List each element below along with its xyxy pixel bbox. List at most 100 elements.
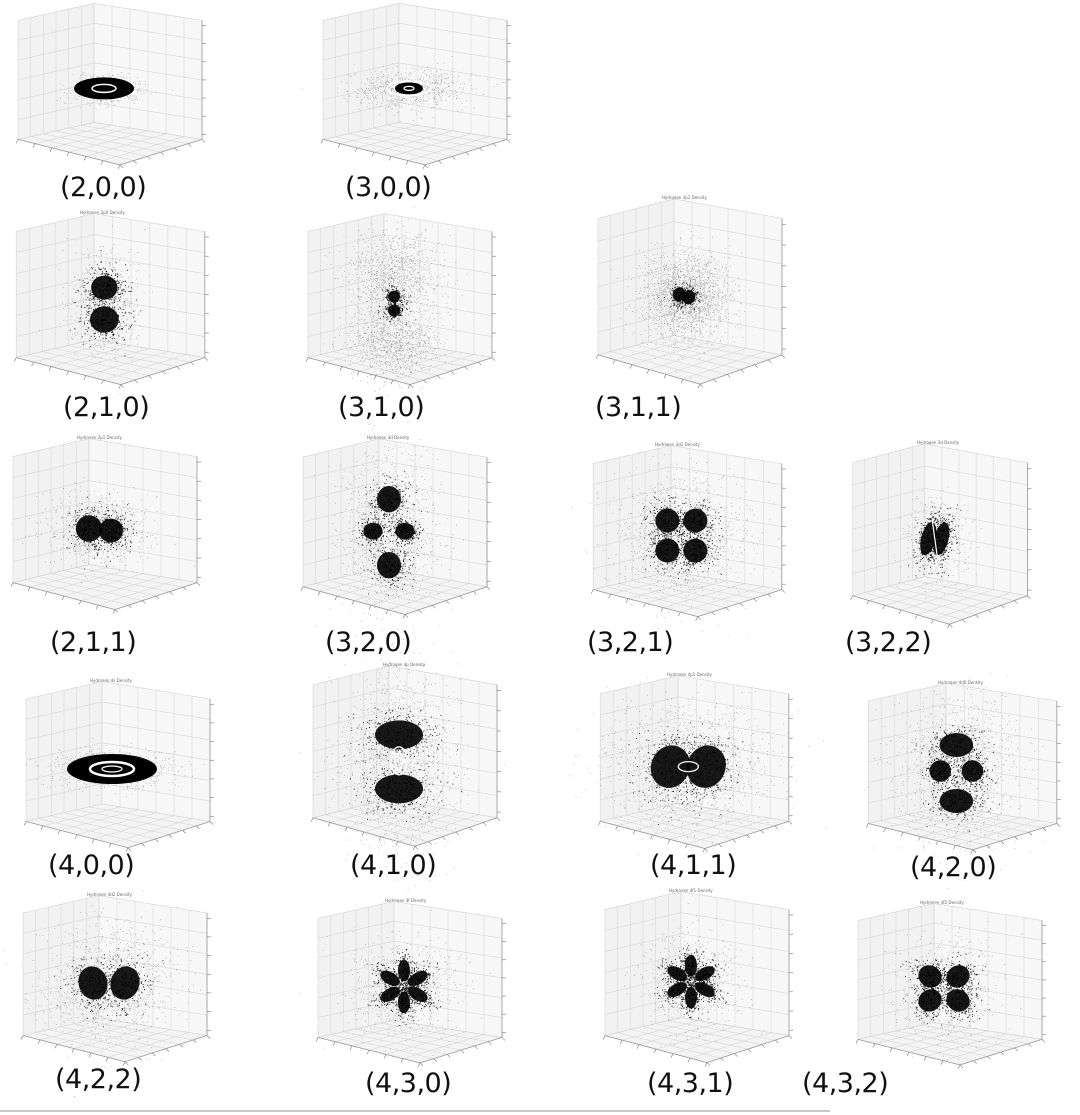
density-core xyxy=(683,538,708,563)
axes-box xyxy=(13,213,209,389)
plot-3d-box xyxy=(10,438,201,614)
density-lobe xyxy=(903,976,953,1026)
plot-title: Hydrogen 4d0 Density xyxy=(938,680,983,685)
density-core xyxy=(682,290,696,305)
electron-density-cloud xyxy=(299,578,505,922)
density-core xyxy=(408,986,428,1002)
density-core xyxy=(655,538,680,563)
density-core xyxy=(695,982,715,998)
density-core xyxy=(918,989,942,1012)
axes-box xyxy=(310,665,501,851)
axes-box xyxy=(850,443,1032,629)
density-lobe xyxy=(900,958,960,1001)
plot-3d-box xyxy=(23,681,214,852)
density-haze xyxy=(322,206,468,340)
density-haze xyxy=(640,237,751,360)
density-core xyxy=(683,508,708,533)
electron-density-cloud xyxy=(300,880,491,1064)
electron-density-cloud xyxy=(26,738,205,798)
plot-title: Hydrogen 4p1 Density xyxy=(667,672,712,677)
plot-3d-box xyxy=(855,903,1046,1070)
orbital-panel-4-2-2: Hydrogen 4d2 Density (4,2,2) xyxy=(4,890,215,1097)
bottom-divider xyxy=(0,1110,830,1112)
orbital-panel-4-3-1: Hydrogen 4f1 Density (4,3,1) xyxy=(597,888,797,1099)
density-lobe xyxy=(654,965,701,1007)
axes-box xyxy=(595,198,786,389)
density-lobe xyxy=(681,975,704,1019)
density-lobe xyxy=(666,496,724,555)
electron-density-cloud xyxy=(880,907,1023,1061)
density-core xyxy=(388,290,400,303)
electron-density-cloud xyxy=(611,225,751,379)
density-haze xyxy=(39,214,153,395)
electron-density-cloud xyxy=(313,408,469,689)
plot-3d-box xyxy=(571,440,793,649)
plot-3d-box xyxy=(13,213,209,395)
density-lobe xyxy=(83,493,138,567)
electron-density-cloud xyxy=(302,56,506,122)
density-lobe xyxy=(400,980,441,1013)
density-core xyxy=(398,959,410,982)
axes-box xyxy=(10,438,201,614)
nodal-ring xyxy=(403,85,415,92)
quantum-number-label: (3,0,0) xyxy=(345,172,432,203)
plot-title: Hydrogen 4p Density xyxy=(383,662,426,667)
quantum-number-label: (4,3,1) xyxy=(647,1068,734,1099)
density-core xyxy=(398,991,410,1014)
density-core xyxy=(110,966,140,1000)
axes-box xyxy=(20,895,211,1066)
density-lobe xyxy=(69,290,142,357)
density-lobe xyxy=(378,297,412,325)
nodal-ring xyxy=(91,83,117,94)
plot-3d-box xyxy=(602,891,793,1067)
orbital-panel-2-0-0: (2,0,0) xyxy=(10,0,210,203)
orbital-panel-3-0-0: (3,0,0) xyxy=(302,0,515,203)
density-lobe xyxy=(678,945,704,986)
plot-title: Hydrogen 4d2 Density xyxy=(87,892,132,897)
density-core xyxy=(946,989,970,1012)
quantum-number-label: (3,2,2) xyxy=(845,627,932,658)
density-core xyxy=(667,982,687,998)
density-core xyxy=(929,760,952,782)
density-core xyxy=(939,789,974,813)
plot-3d-box xyxy=(300,408,491,689)
orbital-panel-4-3-0: Hydrogen 4f Density (4,3,0) xyxy=(300,880,510,1099)
quantum-number-label: (2,0,0) xyxy=(60,172,147,203)
orbital-panel-3-2-1: Hydrogen 3d1 Density (3,2,1) xyxy=(571,440,793,658)
plot-title: Hydrogen 2p0 Density xyxy=(80,210,125,215)
orbital-panel-2-1-0: Hydrogen 2p0 Density (2,1,0) xyxy=(8,210,213,423)
nodal-ring xyxy=(101,765,123,773)
plot-title: Hydrogen 4f Density xyxy=(385,898,427,903)
density-core xyxy=(375,720,423,750)
plot-3d-box xyxy=(300,880,506,1068)
density-core xyxy=(395,522,415,540)
axes-box xyxy=(315,901,506,1068)
density-disk xyxy=(67,754,157,784)
plot-title: Hydrogen 3d Density xyxy=(917,440,960,445)
quantum-number-label: (4,3,2) xyxy=(802,1068,889,1099)
density-core xyxy=(78,966,108,1000)
orbital-panel-4-3-2: Hydrogen 4f2 Density (4,3,2) xyxy=(802,900,1050,1099)
electron-density-cloud xyxy=(624,903,765,1046)
axes-box xyxy=(590,445,786,621)
quantum-number-label: (3,2,0) xyxy=(325,627,412,658)
axes-box xyxy=(865,683,1061,854)
orbital-panel-4-1-0: Hydrogen 4p Density (4,1,0) xyxy=(299,578,505,922)
quantum-number-label: (2,1,1) xyxy=(50,627,137,658)
density-core xyxy=(685,954,697,977)
quantum-number-label: (2,1,0) xyxy=(63,392,150,423)
axes-box xyxy=(320,3,511,170)
density-core xyxy=(685,986,697,1009)
density-core xyxy=(672,287,686,302)
electron-density-cloud xyxy=(56,72,173,110)
plot-3d-box xyxy=(302,3,511,170)
density-core xyxy=(961,760,984,782)
density-core xyxy=(939,733,974,757)
density-core xyxy=(99,518,123,543)
density-core xyxy=(655,508,680,533)
density-core xyxy=(380,970,400,986)
orbital-panel-4-0-0: Hydrogen 4s Density (4,0,0) xyxy=(18,678,218,881)
plot-3d-box xyxy=(15,3,206,170)
quantum-number-label: (3,2,1) xyxy=(587,627,674,658)
plot-3d-box xyxy=(864,673,1061,889)
